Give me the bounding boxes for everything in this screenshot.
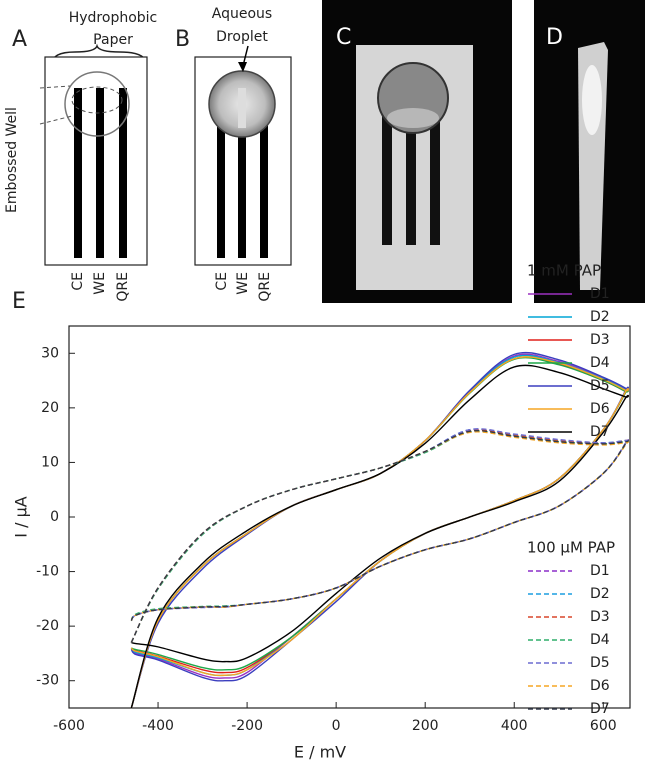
electrode-label: QRE [115, 272, 131, 302]
panel-label: D [546, 25, 563, 50]
legend-label: D5 [590, 655, 610, 671]
electrode-label: CE [70, 272, 86, 291]
y-tick-label: 10 [41, 454, 59, 470]
guide [39, 115, 73, 125]
annotation: Embossed Well [4, 107, 20, 213]
legend-label: D6 [590, 401, 610, 417]
electrode [406, 115, 416, 245]
x-tick-label: -600 [53, 718, 85, 734]
y-tick-label: -30 [36, 673, 59, 689]
plot-frame [68, 325, 631, 709]
panel-a: A Hydrophobic Paper Embossed Well CE WE … [4, 10, 157, 302]
electrode [430, 115, 440, 245]
arrow-head [238, 62, 247, 72]
panel-label: E [12, 289, 26, 314]
cv-curve [130, 351, 630, 709]
x-axis-title: E / mV [294, 743, 346, 762]
electrode [74, 88, 82, 258]
cv-curve [130, 430, 630, 643]
y-tick-label: 30 [41, 345, 59, 361]
droplet-side [582, 65, 602, 135]
legend-label: D7 [590, 424, 610, 440]
legend-label: D2 [590, 586, 610, 602]
annotation: Aqueous [212, 6, 272, 22]
legend-label: D7 [590, 701, 610, 717]
x-tick-label: 600 [590, 718, 617, 734]
electrode-label: CE [214, 272, 230, 291]
legend-label: D5 [590, 378, 610, 394]
legend-label: D3 [590, 332, 610, 348]
cv-curve [130, 353, 630, 709]
legend-label: D6 [590, 678, 610, 694]
legend-label: D4 [590, 355, 610, 371]
annotation: Droplet [216, 29, 268, 45]
panel-label: C [336, 25, 351, 50]
x-tick-label: 200 [412, 718, 439, 734]
legend-label: D1 [590, 286, 610, 302]
y-tick-label: 0 [50, 509, 59, 525]
electrode [217, 110, 225, 258]
x-tick-label: -400 [142, 718, 174, 734]
cv-curve [130, 428, 630, 643]
electrode [238, 110, 246, 258]
guide [39, 85, 71, 89]
well-inner [71, 86, 123, 114]
electrode [96, 88, 104, 258]
reflection [387, 108, 439, 128]
electrode [119, 88, 127, 258]
y-tick-label: 20 [41, 400, 59, 416]
panel-d: D [534, 0, 645, 303]
x-tick-label: 0 [332, 718, 341, 734]
legend-label: D2 [590, 309, 610, 325]
electrode-under-drop [238, 88, 246, 128]
electrode [382, 115, 392, 245]
cv-curve [130, 356, 630, 709]
legend-label: D1 [590, 563, 610, 579]
legend-title: 100 μM PAP [527, 539, 615, 557]
panel-b: B Aqueous Droplet CE WE QRE [175, 6, 292, 302]
annotation: Paper [93, 32, 133, 48]
electrode-label: WE [92, 272, 108, 295]
cv-curve [130, 428, 630, 643]
legend-title: 1 mM PAP [527, 262, 601, 280]
y-tick-label: -10 [36, 564, 59, 580]
panel-label: B [175, 27, 190, 52]
electrode-label: WE [235, 272, 251, 295]
cv-curve [130, 428, 630, 643]
cv-curve [130, 364, 630, 709]
y-axis-title: I / μA [12, 496, 31, 537]
cv-curve [130, 431, 630, 643]
cv-curve [130, 430, 630, 643]
panel-label: A [12, 27, 27, 52]
panel-c: C [322, 0, 512, 303]
y-tick-label: -20 [36, 618, 59, 634]
electrode-label: QRE [257, 272, 273, 302]
well [64, 71, 130, 137]
brace [51, 43, 147, 65]
x-tick-label: -200 [231, 718, 263, 734]
x-tick-label: 400 [501, 718, 528, 734]
electrode [260, 110, 268, 258]
legend-label: D3 [590, 609, 610, 625]
legend-label: D4 [590, 632, 610, 648]
annotation: Hydrophobic [69, 10, 158, 26]
cv-curve [130, 429, 630, 643]
